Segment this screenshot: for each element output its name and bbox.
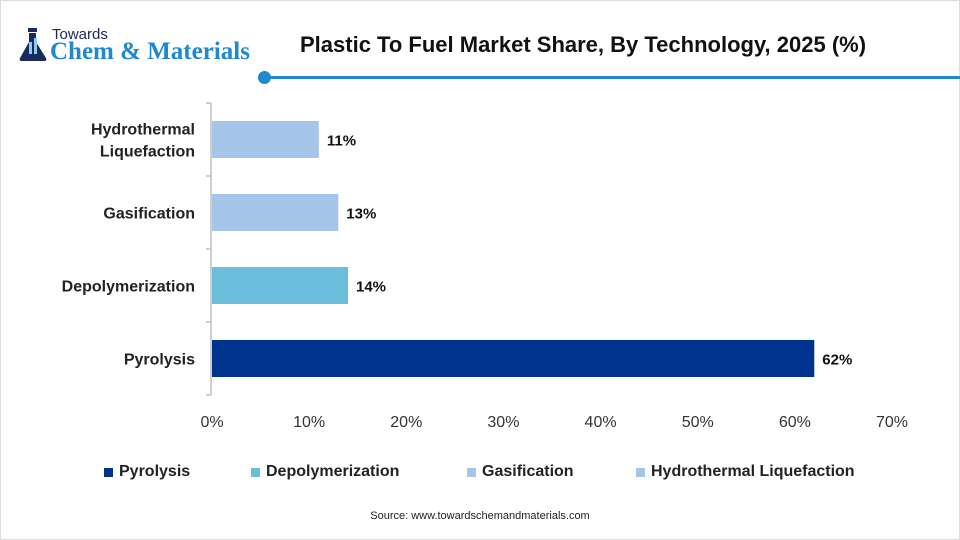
legend-item: Hydrothermal Liquefaction	[636, 463, 855, 481]
legend-swatch	[104, 467, 113, 477]
category-label: Depolymerization	[62, 279, 195, 296]
title-rule	[265, 76, 960, 79]
legend-label: Gasification	[482, 463, 574, 480]
x-tick-label: 30%	[487, 414, 519, 431]
source-note: Source: www.towardschemandmaterials.com	[370, 510, 590, 522]
chart-title: Plastic To Fuel Market Share, By Technol…	[300, 32, 867, 57]
category-label: Gasification	[103, 206, 195, 223]
legend-swatch	[467, 467, 476, 477]
x-tick-label: 20%	[390, 414, 422, 431]
data-label: 11%	[327, 133, 356, 150]
data-label: 14%	[356, 279, 386, 296]
category-label: Hydrothermal	[91, 122, 195, 139]
x-tick-label: 10%	[293, 414, 325, 431]
data-label: 13%	[346, 206, 376, 223]
logo-line2: Chem & Materials	[50, 38, 250, 65]
legend-label: Pyrolysis	[119, 463, 191, 480]
bar-hydrothermal-liquefaction	[212, 121, 319, 158]
legend-item: Pyrolysis	[104, 463, 190, 481]
bar-pyrolysis	[212, 340, 815, 377]
flask-icon	[19, 28, 47, 61]
legend-label: Depolymerization	[266, 463, 400, 480]
x-tick-label: 70%	[876, 414, 908, 431]
category-label: Liquefaction	[100, 144, 195, 161]
legend-swatch	[251, 467, 260, 477]
bar-gasification	[212, 194, 339, 231]
legend-item: Gasification	[467, 463, 574, 481]
x-tick-label: 60%	[779, 414, 811, 431]
legend: Pyrolysis Depolymerization Gasification Hyd…	[0, 463, 960, 483]
legend-label: Hydrothermal Liquefaction	[651, 463, 855, 480]
logo-line1: Towards	[52, 26, 108, 43]
x-tick-label: 0%	[200, 414, 223, 431]
title-rule-dot	[258, 71, 271, 84]
x-tick-label: 50%	[682, 414, 714, 431]
category-label: Pyrolysis	[124, 352, 195, 369]
legend-item: Depolymerization	[251, 463, 399, 481]
data-label: 62%	[822, 352, 852, 369]
x-tick-label: 40%	[585, 414, 617, 431]
bar-depolymerization	[212, 267, 348, 304]
legend-swatch	[636, 467, 645, 477]
